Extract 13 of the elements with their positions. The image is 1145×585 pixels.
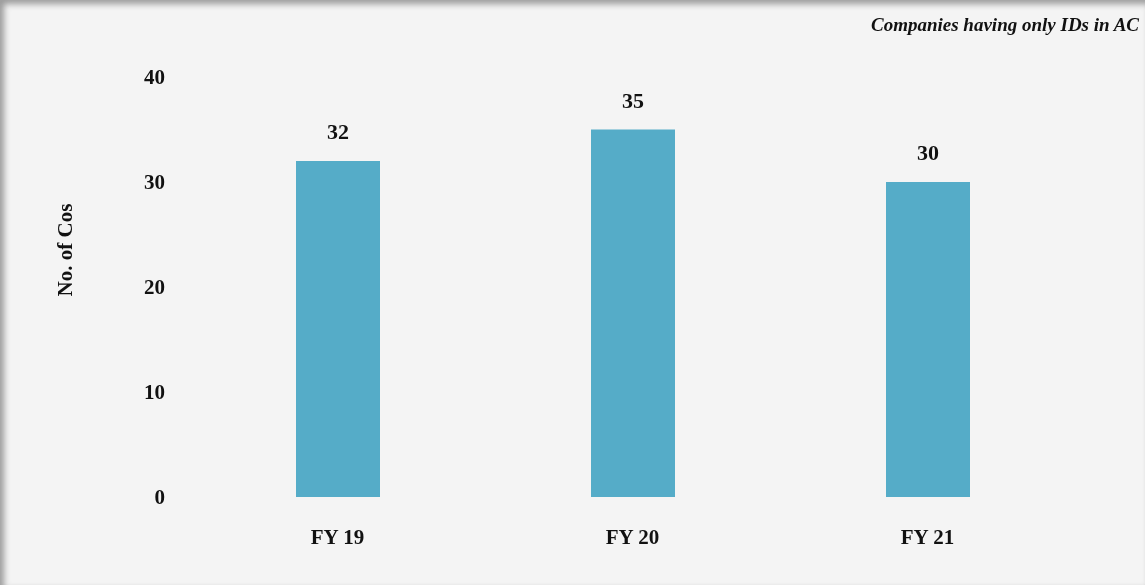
y-tick-label: 20 — [144, 275, 165, 300]
y-tick-label: 40 — [144, 65, 165, 90]
y-axis-title: No. of Cos — [52, 203, 78, 297]
data-label: 32 — [327, 119, 349, 144]
chart-title: Companies having only IDs in AC — [871, 14, 1139, 36]
x-tick-label: FY 20 — [605, 524, 660, 549]
x-tick-label: FY 19 — [310, 524, 365, 549]
data-label: 30 — [917, 140, 939, 165]
y-tick-label: 10 — [144, 380, 165, 405]
x-tick-label: FY 21 — [900, 524, 955, 549]
y-tick-label: 0 — [154, 485, 165, 510]
data-label: 35 — [622, 87, 644, 113]
y-tick-label: 30 — [144, 170, 165, 195]
